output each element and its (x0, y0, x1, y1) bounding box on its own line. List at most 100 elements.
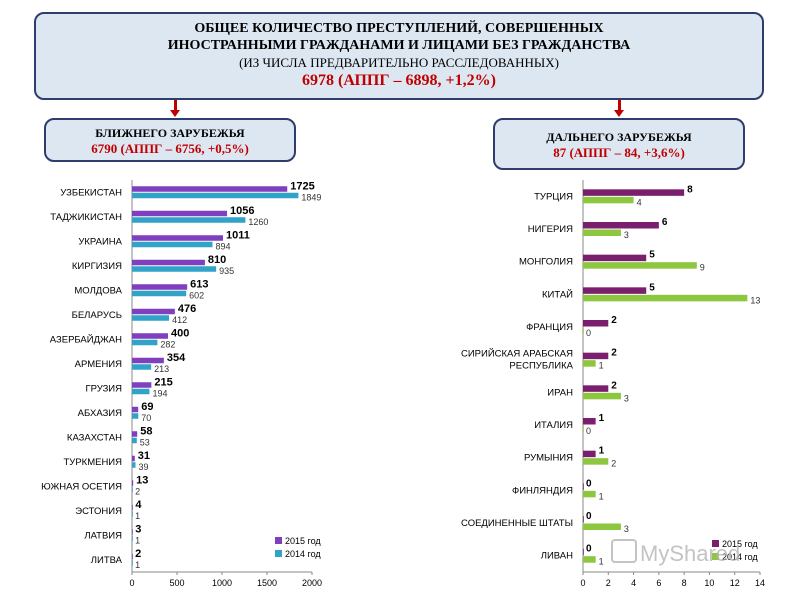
x-tick-label: 14 (755, 578, 765, 588)
far-abroad-title: ДАЛЬНЕГО ЗАРУБЕЖЬЯ (546, 130, 692, 144)
data-label-2015: 1011 (226, 229, 250, 241)
bar-2014 (132, 192, 299, 199)
bar-2014 (132, 241, 213, 248)
category-label: ИТАЛИЯ (534, 420, 573, 431)
bar-2015 (583, 287, 647, 294)
bar-2015 (132, 529, 133, 535)
data-label-2015: 810 (208, 254, 226, 266)
data-label-2015: 215 (154, 376, 172, 388)
data-label-2014: 3 (624, 230, 629, 240)
data-label-2014: 412 (172, 315, 187, 325)
category-label: ИРАН (547, 387, 573, 398)
bar-2014 (583, 490, 596, 498)
category-label: МОНГОЛИЯ (519, 257, 573, 268)
data-label-2014: 0 (586, 426, 591, 436)
data-label-2014: 53 (140, 437, 150, 447)
category-label: АРМЕНИЯ (75, 359, 123, 370)
category-label: ТУРЦИЯ (534, 191, 573, 202)
summary-title-line2: ИНОСТРАННЫМИ ГРАЖДАНАМИ И ЛИЦАМИ БЕЗ ГРА… (167, 38, 631, 53)
x-tick-label: 2 (606, 578, 611, 588)
category-label: БЕЛАРУСЬ (72, 310, 122, 321)
bar-2015 (132, 210, 228, 217)
data-label-2015: 3 (135, 523, 141, 535)
watermark-logo-icon (611, 539, 637, 563)
bar-2014 (583, 196, 634, 204)
x-tick-label: 10 (704, 578, 714, 588)
bar-2015 (132, 186, 288, 192)
bar-2014 (583, 294, 748, 302)
legend-label-2014: 2014 год (722, 552, 758, 562)
x-tick-label: 0 (580, 578, 585, 588)
category-label: СОЕДИНЕННЫЕ ШТАТЫ (461, 518, 573, 529)
category-label: РЕСПУБЛИКА (509, 361, 573, 372)
x-tick-label: 4 (631, 578, 636, 588)
far-abroad-value: 87 (АППГ – 84, +3,6%) (553, 145, 685, 160)
data-label-2014: 0 (586, 328, 591, 338)
bar-2014 (132, 437, 137, 444)
bar-2015 (132, 480, 134, 486)
legend-label-2014: 2014 год (285, 549, 321, 559)
data-label-2015: 2 (611, 348, 617, 359)
bar-2015 (132, 259, 205, 266)
data-label-2014: 1 (135, 511, 140, 521)
data-label-2015: 31 (138, 450, 150, 462)
data-label-2014: 39 (139, 462, 149, 472)
x-tick-label: 12 (730, 578, 740, 588)
data-label-2015: 5 (649, 250, 655, 261)
bar-2015 (132, 382, 152, 388)
bar-2014 (583, 556, 596, 563)
data-label-2014: 1 (599, 361, 604, 371)
data-label-2015: 69 (141, 401, 153, 413)
data-label-2014: 1 (135, 560, 140, 570)
category-label: КИТАЙ (542, 288, 573, 300)
category-label: ГРУЗИЯ (85, 383, 122, 394)
bar-2015 (132, 235, 223, 241)
data-label-2014: 9 (700, 263, 705, 273)
bar-2015 (583, 254, 647, 262)
bar-2014 (132, 535, 133, 542)
data-label-2015: 1 (599, 413, 605, 424)
bar-2014 (132, 266, 217, 272)
summary-subtitle: (ИЗ ЧИСЛА ПРЕДВАРИТЕЛЬНО РАССЛЕДОВАННЫХ) (239, 55, 559, 70)
bar-2015 (132, 431, 138, 437)
category-label: КИРГИЗИЯ (72, 261, 122, 272)
data-label-2014: 1 (135, 535, 140, 545)
bar-2015 (132, 357, 164, 364)
category-label: УЗБЕКИСТАН (60, 187, 122, 198)
bar-2015 (583, 548, 584, 556)
data-label-2014: 194 (152, 388, 167, 398)
data-label-2014: 3 (624, 524, 629, 534)
bar-2015 (583, 352, 609, 360)
data-label-2014: 13 (750, 295, 760, 305)
bar-2015 (132, 333, 168, 339)
category-label: КАЗАХСТАН (67, 432, 122, 443)
data-label-2015: 2 (611, 315, 617, 326)
data-label-2015: 2 (135, 548, 141, 560)
category-label: МОЛДОВА (74, 285, 122, 296)
bar-2014 (132, 315, 170, 321)
bar-2014 (583, 229, 621, 236)
watermark-text: MyShared (640, 541, 740, 566)
bar-2015 (132, 553, 133, 560)
bar-2015 (583, 483, 584, 490)
bar-2014 (583, 392, 621, 400)
data-label-2014: 1260 (248, 217, 268, 227)
bar-2015 (583, 385, 609, 392)
legend-swatch-2014 (712, 553, 719, 560)
bar-2014 (583, 262, 697, 269)
legend-swatch-2015 (275, 537, 282, 544)
category-label: ЛИВАН (541, 551, 573, 562)
x-tick-label: 8 (682, 578, 687, 588)
bar-2014 (132, 560, 133, 566)
bar-2015 (132, 284, 188, 290)
data-label-2014: 282 (160, 339, 175, 349)
data-label-2015: 0 (586, 478, 592, 489)
x-tick-label: 0 (129, 578, 134, 588)
category-label: ЭСТОНИЯ (75, 506, 122, 517)
category-label: ЛИТВА (91, 555, 123, 566)
bar-2015 (583, 450, 596, 458)
data-label-2015: 4 (135, 499, 142, 511)
data-label-2015: 1056 (230, 205, 254, 217)
data-label-2015: 8 (687, 184, 693, 195)
x-tick-label: 1000 (212, 578, 232, 588)
